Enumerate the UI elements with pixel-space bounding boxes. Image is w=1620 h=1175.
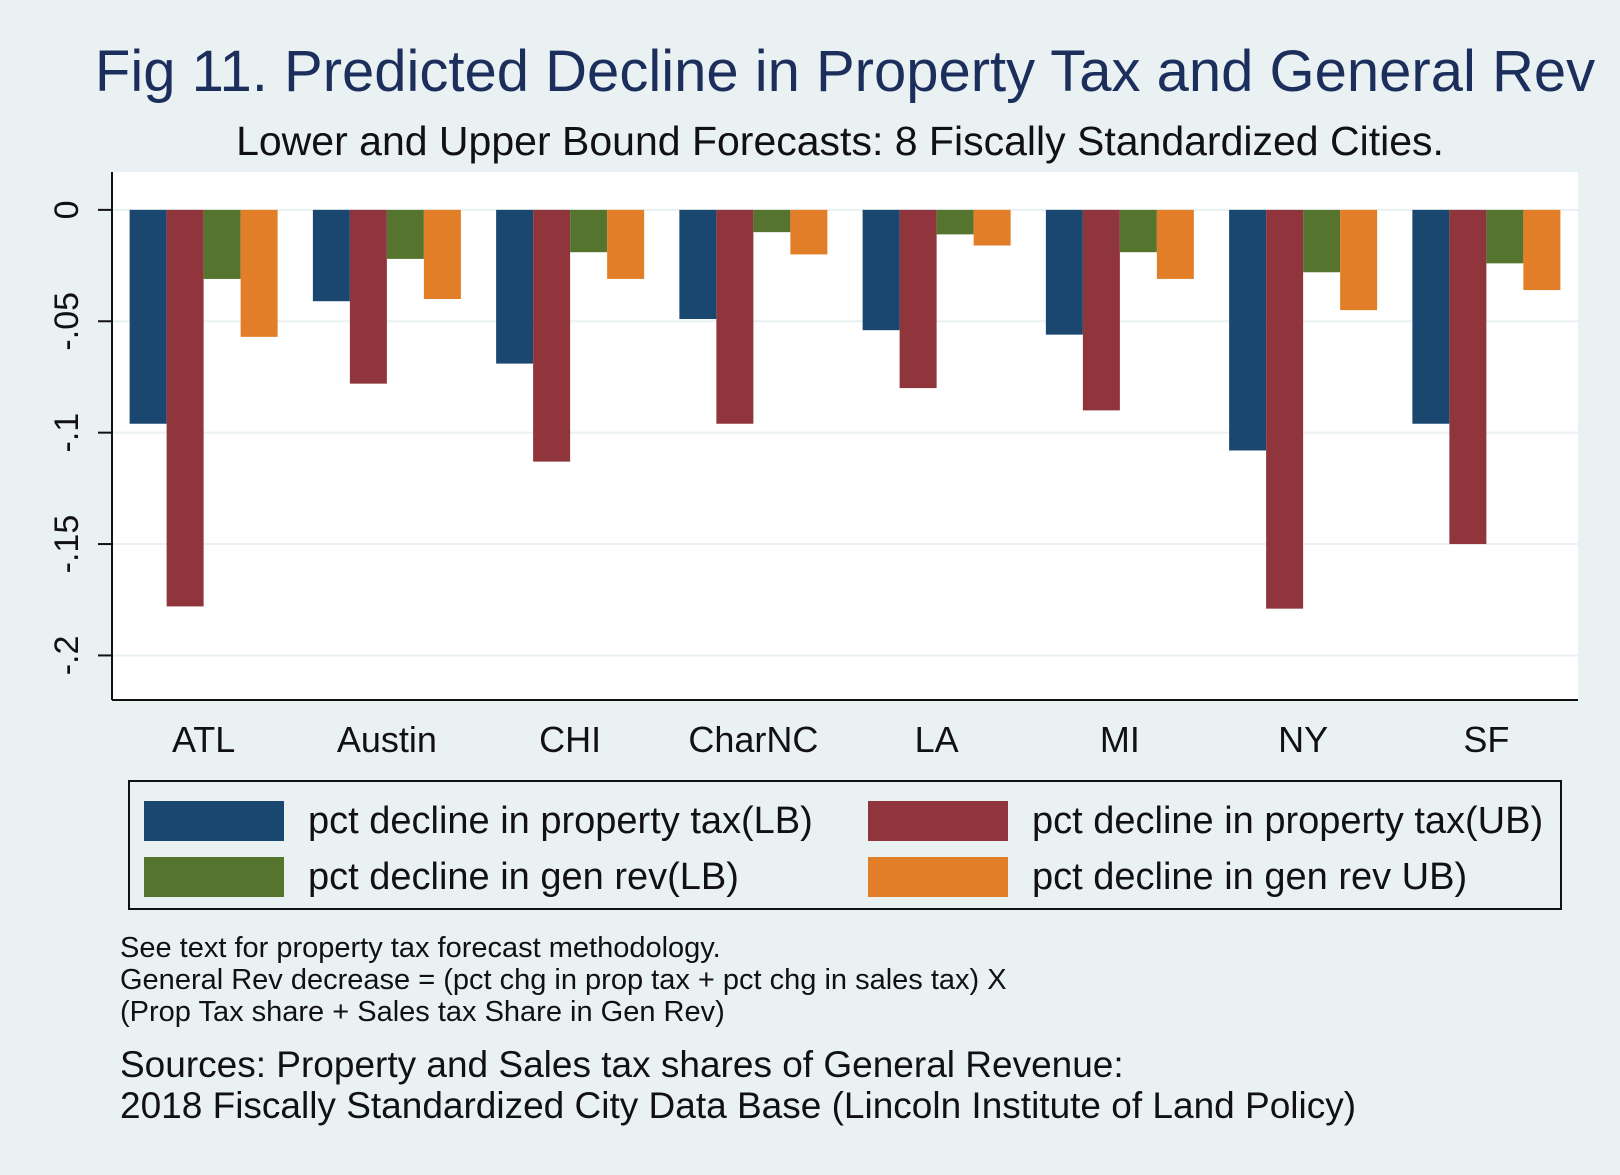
bar-atl-series-0 xyxy=(129,209,167,424)
x-tick-label: CHI xyxy=(539,719,601,760)
y-tick-label: -.15 xyxy=(48,515,86,574)
methodology-notes: See text for property tax forecast metho… xyxy=(120,932,1007,1028)
source-line: 2018 Fiscally Standardized City Data Bas… xyxy=(120,1085,1357,1126)
bar-sf-series-1 xyxy=(1449,209,1487,545)
x-tick-label: SF xyxy=(1463,719,1509,760)
bar-la-series-2 xyxy=(936,209,974,235)
bar-atl-series-3 xyxy=(240,209,278,337)
legend-swatch xyxy=(144,801,284,841)
legend-label: pct decline in property tax(LB) xyxy=(308,799,813,842)
bar-ny-series-0 xyxy=(1229,209,1267,451)
bar-charnc-series-2 xyxy=(753,209,791,233)
x-tick-label: MI xyxy=(1100,719,1140,760)
x-tick-label: LA xyxy=(915,719,959,760)
y-tick-label: -.1 xyxy=(48,413,86,453)
legend-item-property-tax-ub: pct decline in property tax(UB) xyxy=(868,800,1543,842)
bar-charnc-series-0 xyxy=(679,209,717,320)
x-tick-label: ATL xyxy=(172,719,235,760)
bar-charnc-series-3 xyxy=(790,209,828,255)
bar-austin-series-2 xyxy=(386,209,424,259)
x-tick-label: CharNC xyxy=(688,719,818,760)
bar-mi-series-0 xyxy=(1045,209,1083,335)
note-line: (Prop Tax share + Sales tax Share in Gen… xyxy=(120,996,725,1028)
note-line: General Rev decrease = (pct chg in prop … xyxy=(120,964,1007,996)
bar-mi-series-3 xyxy=(1156,209,1194,279)
bar-ny-series-1 xyxy=(1266,209,1304,609)
legend-swatch xyxy=(868,801,1008,841)
bar-austin-series-0 xyxy=(312,209,350,302)
bar-sf-series-0 xyxy=(1412,209,1450,424)
bar-sf-series-2 xyxy=(1486,209,1524,264)
bar-chart: 0 -.05 -.1 -.15 -.2 ATL Austin CHI CharNC LA MI NY S… xyxy=(48,172,1578,760)
bar-austin-series-3 xyxy=(423,209,461,299)
bar-austin-series-1 xyxy=(349,209,387,384)
bar-chi-series-1 xyxy=(533,209,571,462)
legend-label: pct decline in property tax(UB) xyxy=(1032,799,1544,842)
note-line: See text for property tax forecast metho… xyxy=(120,932,721,964)
bar-la-series-1 xyxy=(899,209,937,389)
bar-chi-series-3 xyxy=(607,209,645,279)
bar-la-series-3 xyxy=(973,209,1011,246)
legend-swatch xyxy=(144,857,284,897)
source-line: Sources: Property and Sales tax shares o… xyxy=(120,1044,1124,1085)
chart-subtitle: Lower and Upper Bound Forecasts: 8 Fisca… xyxy=(236,118,1444,164)
bar-ny-series-2 xyxy=(1303,209,1341,273)
legend-item-property-tax-lb: pct decline in property tax(LB) xyxy=(144,800,813,842)
bar-la-series-0 xyxy=(862,209,900,331)
bar-mi-series-1 xyxy=(1082,209,1120,411)
legend-label: pct decline in gen rev(LB) xyxy=(308,855,739,898)
bar-charnc-series-1 xyxy=(716,209,754,424)
y-tick-label: -.05 xyxy=(48,292,86,351)
sources: Sources: Property and Sales tax shares o… xyxy=(120,1044,1356,1126)
bar-mi-series-2 xyxy=(1119,209,1157,253)
bar-chi-series-0 xyxy=(496,209,534,364)
bar-sf-series-3 xyxy=(1523,209,1561,291)
bar-ny-series-3 xyxy=(1340,209,1378,311)
y-tick-label: -.2 xyxy=(48,636,86,676)
legend-label: pct decline in gen rev UB) xyxy=(1032,855,1468,898)
bar-chi-series-2 xyxy=(570,209,608,253)
x-tick-label: NY xyxy=(1278,719,1328,760)
y-tick-label: 0 xyxy=(48,200,86,219)
bar-atl-series-2 xyxy=(203,209,241,279)
bar-atl-series-1 xyxy=(166,209,204,607)
legend-item-gen-rev-lb: pct decline in gen rev(LB) xyxy=(144,856,739,898)
legend: pct decline in property tax(LB) pct decl… xyxy=(128,780,1562,910)
chart-title: Fig 11. Predicted Decline in Property Ta… xyxy=(94,39,1596,104)
x-tick-label: Austin xyxy=(337,719,437,760)
legend-swatch xyxy=(868,857,1008,897)
legend-item-gen-rev-ub: pct decline in gen rev UB) xyxy=(868,856,1467,898)
